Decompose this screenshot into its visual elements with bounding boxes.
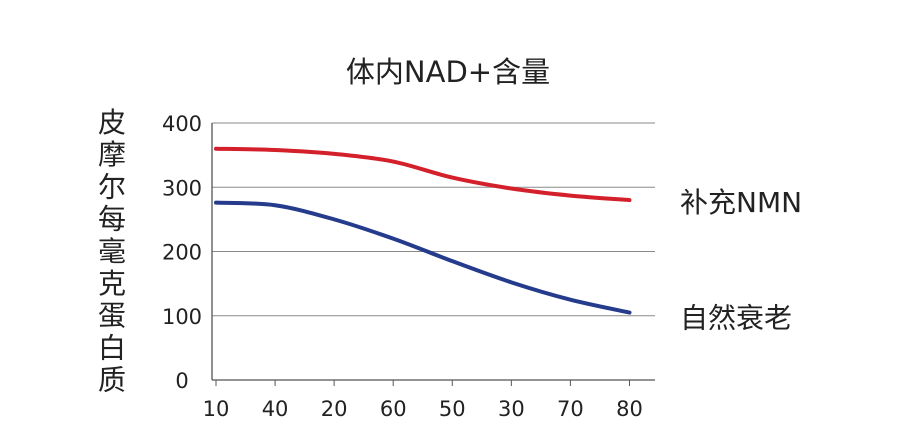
y-tick-label: 200 (162, 241, 202, 265)
series-line-1 (214, 146, 632, 203)
x-tick-label: 10 (203, 397, 230, 421)
x-tick-label: 60 (380, 397, 407, 421)
grid-layer (212, 122, 655, 317)
series-layer (214, 146, 632, 315)
x-tick-label: 40 (262, 397, 289, 421)
y-tick-label: 0 (175, 369, 188, 393)
y-axis-label-char: 质 (98, 364, 126, 397)
y-axis-label-char: 克 (98, 267, 126, 300)
series-line-2 (214, 200, 632, 315)
series-label-1: 补充NMN (680, 186, 802, 219)
y-axis-label: 皮摩尔每毫克蛋白质 (98, 106, 126, 397)
y-tick-label: 100 (162, 305, 202, 329)
y-axis-label-char: 蛋 (98, 299, 126, 332)
x-tick-label: 80 (616, 397, 643, 421)
chart-title: 体内NAD+含量 (346, 55, 550, 89)
x-tick-label: 50 (439, 397, 466, 421)
label-layer: 补充NMN 自然衰老 (680, 186, 802, 334)
x-tick-label: 70 (557, 397, 584, 421)
y-axis-label-char: 皮 (98, 106, 126, 139)
axis-layer: 0 100 200 300 400 10 40 20 60 50 30 70 80 (162, 112, 655, 421)
y-axis-label-char: 每 (98, 203, 126, 236)
y-axis-label-char: 毫 (98, 235, 126, 268)
y-axis-label-char: 尔 (98, 170, 126, 203)
y-axis-label-char: 摩 (98, 138, 126, 171)
x-tick-label: 30 (498, 397, 525, 421)
series-label-2: 自然衰老 (680, 302, 792, 335)
x-tick-label: 20 (321, 397, 348, 421)
y-axis-label-char: 白 (98, 331, 126, 364)
y-tick-label: 300 (162, 176, 202, 200)
y-tick-label: 400 (162, 112, 202, 136)
